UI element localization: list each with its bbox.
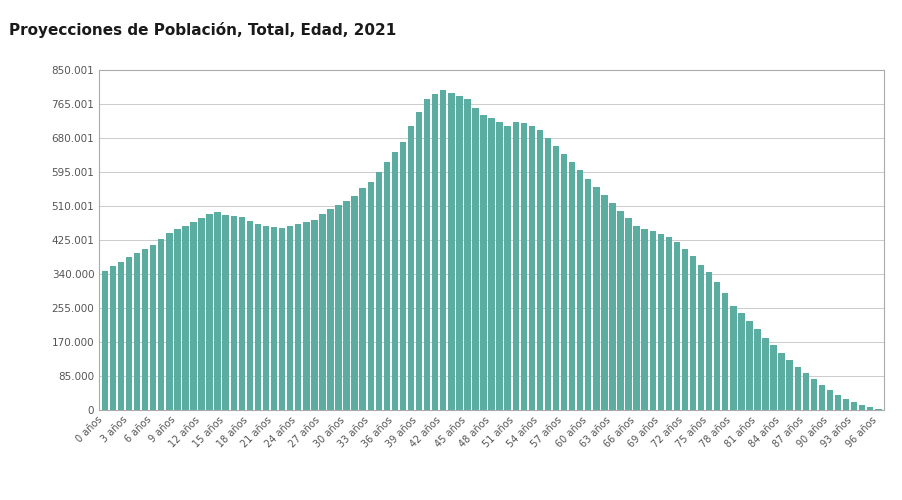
Bar bbox=[529, 126, 535, 410]
Bar bbox=[851, 402, 858, 410]
Bar bbox=[803, 373, 809, 410]
Bar bbox=[609, 203, 616, 410]
Bar bbox=[617, 211, 623, 410]
Bar bbox=[207, 214, 213, 410]
Bar bbox=[125, 257, 133, 410]
Bar bbox=[473, 108, 479, 410]
Bar bbox=[594, 187, 600, 410]
Bar bbox=[142, 249, 148, 410]
Bar bbox=[754, 329, 760, 410]
Bar bbox=[867, 407, 873, 410]
Bar bbox=[698, 265, 704, 410]
Bar bbox=[448, 93, 455, 410]
Bar bbox=[577, 170, 584, 410]
Bar bbox=[118, 262, 124, 410]
Bar bbox=[480, 115, 487, 410]
Bar bbox=[512, 122, 519, 410]
Bar bbox=[520, 123, 527, 410]
Bar bbox=[537, 130, 543, 410]
Bar bbox=[827, 390, 833, 410]
Bar bbox=[778, 353, 785, 410]
Bar bbox=[456, 96, 463, 410]
Bar bbox=[496, 122, 503, 410]
Bar bbox=[714, 282, 721, 410]
Bar bbox=[424, 99, 430, 410]
Bar bbox=[352, 196, 358, 410]
Bar bbox=[601, 195, 608, 410]
Bar bbox=[465, 99, 471, 410]
Bar bbox=[641, 229, 648, 410]
Bar bbox=[875, 409, 881, 410]
Bar bbox=[690, 256, 696, 410]
Bar bbox=[706, 272, 713, 410]
Bar bbox=[585, 179, 592, 410]
Bar bbox=[666, 237, 672, 410]
Bar bbox=[649, 231, 656, 410]
Bar bbox=[658, 234, 664, 410]
Bar bbox=[842, 399, 850, 410]
Bar bbox=[133, 253, 141, 410]
Bar bbox=[561, 154, 567, 410]
Bar bbox=[182, 226, 189, 410]
Bar bbox=[408, 126, 414, 410]
Bar bbox=[819, 385, 825, 410]
Bar bbox=[811, 379, 817, 410]
Bar bbox=[674, 242, 680, 410]
Bar bbox=[553, 146, 559, 410]
Bar bbox=[262, 226, 269, 410]
Bar bbox=[254, 224, 262, 410]
Bar bbox=[311, 220, 318, 410]
Bar bbox=[295, 224, 301, 410]
Bar bbox=[762, 338, 769, 410]
Bar bbox=[246, 221, 253, 410]
Bar bbox=[770, 345, 777, 410]
Bar bbox=[795, 367, 801, 410]
Bar bbox=[279, 228, 285, 410]
Bar bbox=[633, 226, 640, 410]
Bar bbox=[835, 395, 842, 410]
Bar bbox=[545, 138, 551, 410]
Bar bbox=[223, 215, 229, 410]
Bar bbox=[787, 360, 793, 410]
Bar bbox=[190, 222, 197, 410]
Bar bbox=[271, 227, 277, 410]
Bar bbox=[303, 222, 309, 410]
Bar bbox=[174, 229, 180, 410]
Bar bbox=[375, 172, 382, 410]
Bar bbox=[416, 112, 422, 410]
Bar bbox=[859, 405, 865, 410]
Bar bbox=[336, 205, 342, 410]
Bar bbox=[158, 239, 164, 410]
Text: Proyecciones de Población, Total, Edad, 2021: Proyecciones de Población, Total, Edad, … bbox=[9, 22, 396, 38]
Bar bbox=[569, 162, 575, 410]
Bar bbox=[504, 126, 511, 410]
Bar bbox=[360, 188, 366, 410]
Bar bbox=[432, 94, 438, 410]
Bar bbox=[215, 212, 221, 410]
Bar bbox=[287, 226, 293, 410]
Bar bbox=[102, 271, 108, 410]
Bar bbox=[239, 217, 245, 410]
Bar bbox=[440, 90, 446, 410]
Bar bbox=[344, 201, 350, 410]
Bar bbox=[391, 152, 398, 410]
Bar bbox=[231, 216, 237, 410]
Bar bbox=[383, 162, 390, 410]
Bar bbox=[746, 321, 752, 410]
Bar bbox=[682, 249, 688, 410]
Bar bbox=[166, 233, 172, 410]
Bar bbox=[488, 118, 495, 410]
Bar bbox=[400, 142, 406, 410]
Bar bbox=[327, 209, 334, 410]
Bar bbox=[198, 218, 205, 410]
Bar bbox=[110, 266, 116, 410]
Bar bbox=[730, 306, 737, 410]
Bar bbox=[722, 293, 729, 410]
Bar bbox=[625, 218, 631, 410]
Bar bbox=[367, 182, 374, 410]
Bar bbox=[319, 214, 326, 410]
Bar bbox=[150, 245, 156, 410]
Bar bbox=[738, 313, 744, 410]
